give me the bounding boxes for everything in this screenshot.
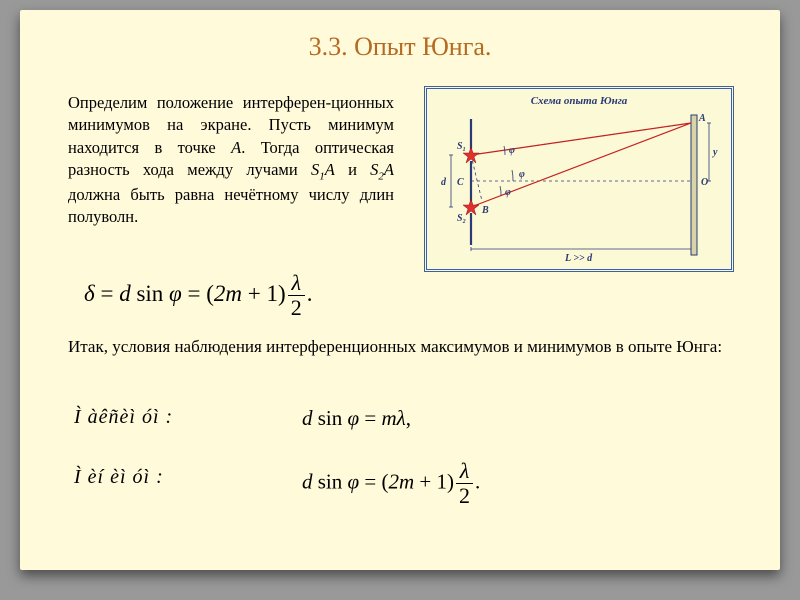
cmax-phi: φ: [348, 406, 360, 430]
label-s1: S₁: [457, 141, 466, 152]
label-o: O: [701, 177, 708, 188]
ray2-a: A: [384, 160, 394, 179]
condition-minimum: Ì èí èì óì : d sin φ = (2m + 1)λ2.: [74, 466, 164, 489]
phi-arc-1: [512, 170, 513, 181]
eq1-delta: δ: [84, 281, 95, 306]
eq1-num: λ: [288, 272, 305, 296]
screen-bar: [691, 115, 697, 255]
para1-and: и: [335, 160, 370, 179]
ray1-a: A: [325, 160, 335, 179]
label-b: B: [481, 205, 489, 216]
cmax-sin: sin: [313, 406, 348, 430]
cmax-d: d: [302, 406, 313, 430]
cmin-period: .: [475, 469, 480, 493]
diagram-svg: S₁ S₂ C B d A O y φ φ φ L >> d: [427, 89, 731, 269]
label-l: L >> d: [564, 253, 593, 264]
paragraph-1: Определим положение интерферен-ционных м…: [68, 92, 394, 228]
cmax-lambda: λ: [397, 406, 406, 430]
eq1-den: 2: [288, 296, 305, 319]
cmin-den: 2: [456, 484, 473, 507]
eq1-paren-open: (: [206, 281, 214, 306]
cmax-comma: ,: [406, 406, 411, 430]
ray-s1-a: [471, 123, 691, 155]
slide-title: 3.3. Опыт Юнга.: [20, 32, 780, 62]
eq1-eq1: =: [95, 281, 119, 306]
cmin-2m: 2m: [388, 469, 414, 493]
cmin-num: λ: [456, 460, 473, 484]
eq1-period: .: [307, 281, 313, 306]
label-phi3: φ: [505, 187, 511, 198]
para1-post: должна быть равна нечётному числу длин п…: [68, 185, 394, 226]
eq1-d: d: [119, 281, 131, 306]
paragraph-2: Итак, условия наблюдения интерференционн…: [68, 336, 732, 359]
label-s2: S₂: [457, 213, 466, 224]
cmin-phi: φ: [348, 469, 360, 493]
cond-min-label: Ì èí èì óì :: [74, 466, 164, 488]
perp-s1b: [471, 155, 482, 201]
point-a: A: [231, 138, 241, 157]
cmin-paren-close: ): [447, 469, 454, 493]
cmin-d: d: [302, 469, 313, 493]
eq1-2m: 2m: [214, 281, 242, 306]
slide: 3.3. Опыт Юнга. Определим положение инте…: [20, 10, 780, 570]
label-y: y: [712, 147, 718, 158]
label-c: C: [457, 177, 464, 188]
label-phi1: φ: [519, 169, 525, 180]
cmin-sin: sin: [313, 469, 348, 493]
label-a: A: [698, 113, 706, 124]
cmax-m: m: [381, 406, 396, 430]
label-phi2: φ: [509, 145, 515, 156]
phi-arc-3: [500, 186, 501, 196]
cmin-eq: =: [359, 469, 381, 493]
eq1-sin: sin: [131, 281, 169, 306]
condition-maximum: Ì àêñèì óì : d sin φ = mλ,: [74, 406, 173, 429]
equation-delta: δ = d sin φ = (2m + 1)λ2.: [84, 272, 312, 319]
ray1-s: S: [311, 160, 319, 179]
young-diagram: Схема опыта Юнга: [424, 86, 734, 272]
cmax-eq: =: [359, 406, 381, 430]
cmin-plus1: + 1: [414, 469, 447, 493]
ray-s2-a: [471, 123, 691, 207]
eq1-phi: φ: [169, 281, 182, 306]
eq1-plus1: + 1: [242, 281, 278, 306]
cond-max-label: Ì àêñèì óì :: [74, 406, 173, 428]
eq1-eq2: =: [182, 281, 206, 306]
label-d: d: [441, 177, 447, 188]
eq1-paren-close: ): [278, 281, 286, 306]
